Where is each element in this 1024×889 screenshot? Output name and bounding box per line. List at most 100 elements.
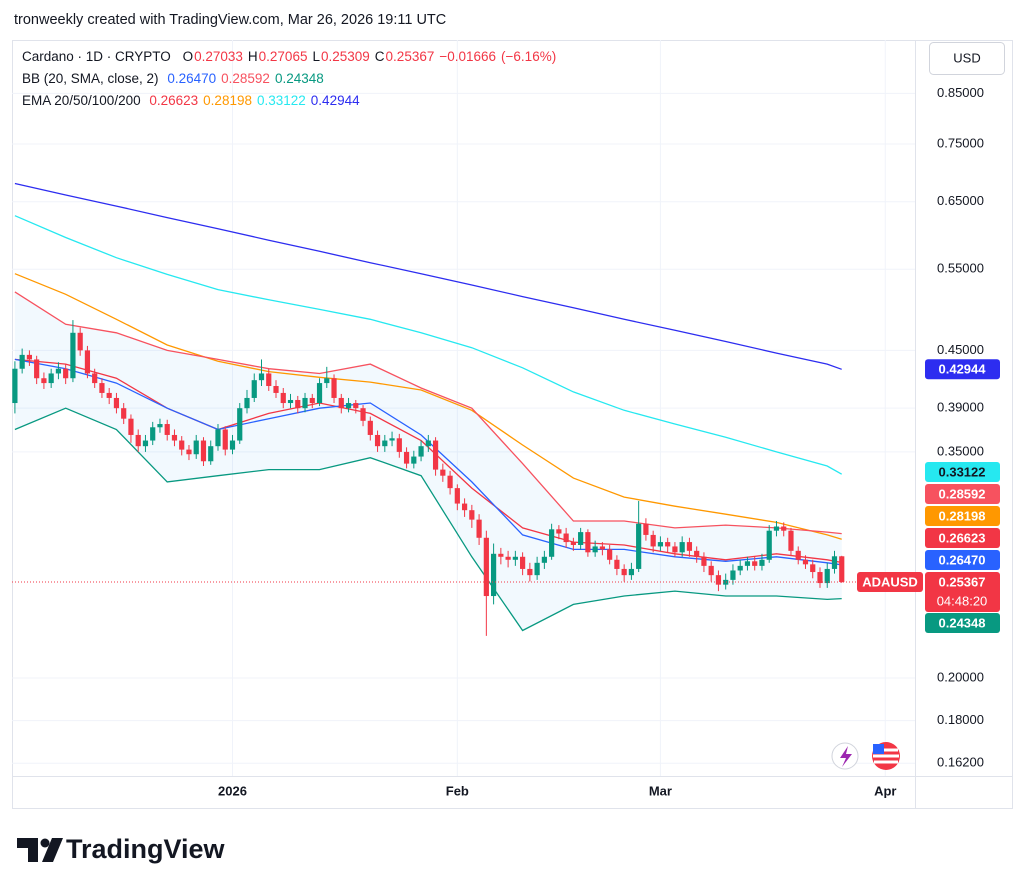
legend: Cardano · 1D · CRYPTO O0.27033 H0.27065 L0… <box>22 46 561 112</box>
spark-glyph <box>840 746 852 767</box>
candle-body <box>454 488 460 504</box>
y-tick-label: 0.45000 <box>937 342 984 357</box>
candle-body <box>440 469 446 476</box>
axis-label-bg <box>925 612 1000 633</box>
attribution: tronweekly created with TradingView.com,… <box>14 12 446 28</box>
candle-body <box>324 378 330 384</box>
candle-body <box>824 568 830 584</box>
candle-body <box>578 532 584 545</box>
candle-body <box>353 403 359 409</box>
y-tick-label: 0.18000 <box>937 712 984 727</box>
candle-body <box>367 420 373 435</box>
candle-body <box>599 546 605 550</box>
candle-body <box>795 550 801 560</box>
axis-label: 0.33122 <box>939 464 986 479</box>
candle-body <box>215 429 221 447</box>
plot-area <box>12 40 915 776</box>
candle-body <box>229 440 236 450</box>
candle-body <box>810 564 816 573</box>
candle-body <box>534 562 540 576</box>
ohlc-value: 0.25309 <box>320 49 370 64</box>
candle-body <box>665 542 671 547</box>
candle-body <box>831 556 838 569</box>
candle-body <box>164 424 170 435</box>
candle-body <box>686 542 693 551</box>
candle-body <box>360 408 366 421</box>
candle-body <box>766 530 772 560</box>
y-tick-label: 0.16200 <box>937 755 984 770</box>
bb-line <box>14 407 842 632</box>
legend-row: EMA 20/50/100/200 0.26623 0.28198 0.33122 0… <box>22 90 561 112</box>
candle-body <box>621 568 627 576</box>
y-tick-label: 0.20000 <box>937 669 984 684</box>
candle-body <box>491 553 497 597</box>
candle-body <box>316 383 323 404</box>
candle-body <box>592 546 598 553</box>
axis-label-bg <box>925 359 1000 380</box>
candle-body <box>396 438 402 452</box>
x-tick-label: Feb <box>446 783 469 798</box>
bb-fill <box>14 291 842 631</box>
candle-body <box>200 440 207 462</box>
candle-body <box>817 572 823 584</box>
change: −0.01666 <box>439 49 497 64</box>
candle-body <box>614 559 620 569</box>
x-tick-label: 2026 <box>218 783 247 798</box>
countdown: 04:48:20 <box>937 593 988 608</box>
candle-body <box>607 549 613 560</box>
candle-body <box>694 550 700 557</box>
candle-body <box>498 553 504 557</box>
axis-label-bg <box>925 505 1000 526</box>
candle-body <box>135 434 141 447</box>
candle-body <box>585 532 591 553</box>
candle-body <box>19 354 25 369</box>
x-tick-label: Apr <box>874 783 896 798</box>
candle-body <box>773 526 780 531</box>
candle-body <box>403 451 410 464</box>
logo: TradingView <box>17 834 226 864</box>
y-tick-label: 0.39000 <box>937 400 984 415</box>
candle-body <box>84 350 91 374</box>
candle-body <box>208 446 214 462</box>
candle-body <box>643 523 649 535</box>
candle-body <box>701 556 707 566</box>
candle-body <box>461 503 468 511</box>
candle-body <box>48 373 54 384</box>
candle-body <box>222 429 228 450</box>
y-tick-label: 0.35000 <box>937 443 984 458</box>
candle-body <box>788 530 794 551</box>
candle-body <box>469 510 475 520</box>
y-tick-label: 0.85000 <box>937 85 984 100</box>
price-label: 0.25367 <box>939 574 986 589</box>
candle-body <box>715 575 722 585</box>
candle-body <box>121 408 127 419</box>
candle-body <box>730 570 736 580</box>
candle-body <box>77 332 83 351</box>
y-tick-label: 0.65000 <box>937 193 984 208</box>
currency-button[interactable] <box>929 42 1005 75</box>
ohlc-key: O <box>182 49 194 64</box>
ema-value: 0.26623 <box>149 93 199 108</box>
ohlc-value: 0.27065 <box>258 49 308 64</box>
axis-label-bg <box>925 527 1000 548</box>
ema-value: 0.42944 <box>310 93 360 108</box>
candle-body <box>556 529 562 534</box>
candle-body <box>432 440 439 470</box>
candle-body <box>12 368 18 404</box>
ohlc-value: 0.25367 <box>385 49 435 64</box>
change-pct: (−6.16%) <box>501 49 557 64</box>
candle-body <box>345 403 352 409</box>
candle-body <box>512 556 518 560</box>
candle-body <box>527 568 533 576</box>
candle-body <box>99 383 105 393</box>
candle-body <box>628 568 635 576</box>
price-label-bg <box>925 571 1000 612</box>
symbol-tag: ADAUSD <box>862 574 918 589</box>
ema-value: 0.28198 <box>203 93 252 108</box>
logo-mark <box>17 838 38 862</box>
candle-body <box>251 380 257 398</box>
flag-canton <box>873 744 884 754</box>
candle-body <box>744 561 751 566</box>
ema-line <box>14 215 843 475</box>
